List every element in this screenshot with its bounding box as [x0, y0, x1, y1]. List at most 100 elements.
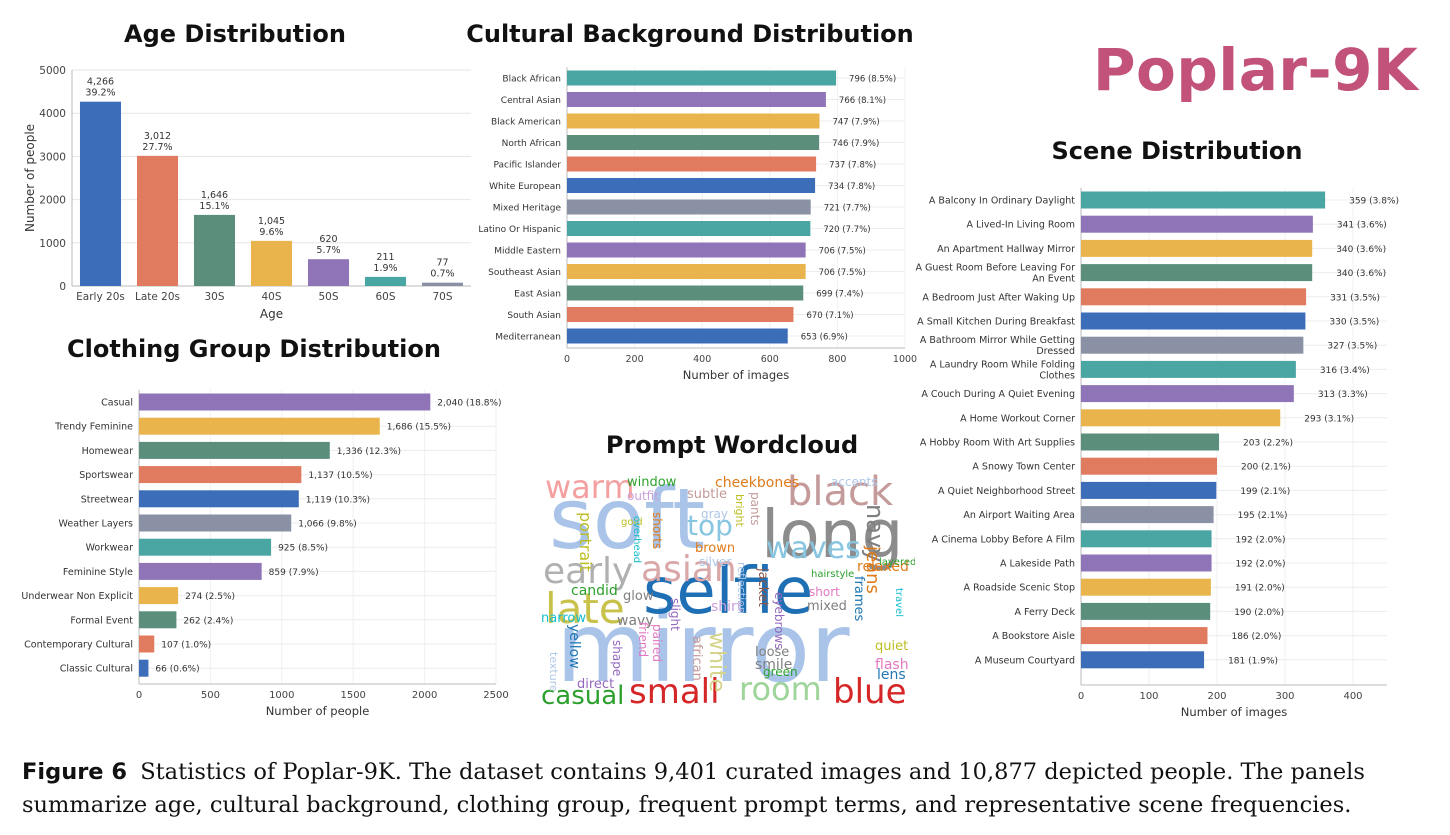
wordcloud-word: direct — [577, 677, 615, 692]
age-bar-1 — [136, 155, 179, 286]
scene-bar-value-label: 191 (2.0%) — [1235, 584, 1285, 594]
scene-bar-15 — [1081, 554, 1212, 572]
wordcloud-word: texture — [547, 652, 560, 692]
culture-category-label: Mediterranean — [495, 333, 561, 343]
scene-bar-value-label: 293 (3.1%) — [1304, 414, 1354, 424]
culture-bar-value-label: 721 (7.7%) — [824, 204, 871, 214]
wordcloud-word: glow — [623, 589, 654, 604]
scene-category-label: A Guest Room Before Leaving For An Event — [915, 263, 1075, 285]
wordcloud-word: pants — [748, 492, 762, 526]
age-x-tick-label: 60S — [375, 291, 395, 303]
scene-bar-value-label: 331 (3.5%) — [1330, 293, 1380, 303]
culture-bar-11 — [567, 307, 794, 322]
scene-category-label: A Lakeside Path — [1000, 559, 1075, 570]
wordcloud-title: Prompt Wordcloud — [605, 431, 859, 459]
culture-category-label: East Asian — [514, 290, 561, 300]
clothing-bar-value-label: 1,119 (10.3%) — [306, 495, 370, 505]
scene-bar-value-label: 195 (2.1%) — [1238, 511, 1288, 521]
scene-bar-8 — [1081, 385, 1294, 403]
age-bar-percent-label: 27.7% — [142, 142, 172, 153]
wordcloud-word: relaxed — [857, 559, 909, 575]
wordcloud-word: mirror — [556, 592, 850, 704]
clothing-bar-value-label: 66 (0.6%) — [155, 665, 199, 675]
clothing-bar-value-label: 274 (2.5%) — [185, 592, 235, 602]
age-x-axis-label: Age — [260, 307, 283, 321]
age-bar-0 — [79, 101, 122, 286]
scene-category-label: A Laundry Room While Folding Clothes — [930, 359, 1075, 381]
scene-bar-value-label: 313 (3.3%) — [1318, 390, 1368, 400]
culture-bar-3 — [567, 135, 820, 150]
wordcloud-word: portrait — [576, 512, 595, 572]
culture-bar-value-label: 734 (7.8%) — [828, 182, 875, 192]
age-bar-5 — [364, 276, 407, 286]
culture-bar-7 — [567, 221, 811, 236]
age-bar-4 — [307, 259, 350, 286]
clothing-bar-value-label: 107 (1.0%) — [161, 641, 211, 651]
wordcloud-word: silver — [699, 555, 732, 569]
culture-category-label: Mixed Heritage — [493, 204, 562, 214]
scene-x-tick-label: 100 — [1139, 691, 1158, 702]
scene-bar-value-label: 190 (2.0%) — [1234, 608, 1284, 618]
age-bar-percent-label: 15.1% — [199, 201, 229, 212]
wordcloud-word: window — [627, 475, 677, 490]
wordcloud-word: accents — [831, 475, 878, 489]
scene-bar-2 — [1081, 239, 1313, 257]
wordcloud-word: gold — [621, 517, 643, 528]
wordcloud-word: layered — [879, 557, 915, 568]
scene-category-label: A Quiet Neighborhood Street — [938, 486, 1075, 497]
scene-category-label-line: An Event — [1032, 274, 1075, 285]
scene-category-label: A Roadside Scenic Stop — [964, 583, 1075, 594]
wordcloud-word: jacket — [755, 568, 770, 607]
culture-bar-12 — [567, 328, 788, 344]
clothing-bar-3 — [139, 466, 302, 484]
scene-category-label-line: A Laundry Room While Folding — [930, 359, 1075, 370]
scene-bar-0 — [1081, 191, 1326, 209]
wordcloud-word: shape — [610, 640, 624, 677]
clothing-bar-value-label: 1,336 (12.3%) — [337, 447, 401, 457]
culture-x-tick-label: 1000 — [893, 354, 917, 365]
age-bar-percent-label: 9.6% — [259, 227, 283, 238]
age-y-tick-label: 0 — [59, 281, 66, 293]
wordcloud-word: candid — [571, 583, 618, 599]
scene-bar-1 — [1081, 215, 1313, 233]
age-y-tick-label: 4000 — [39, 108, 66, 120]
wordcloud-word: yellow — [566, 624, 582, 669]
clothing-category-label: Streetwear — [81, 494, 133, 505]
wordcloud-word: casual — [541, 681, 625, 708]
wordcloud-word: small — [629, 672, 720, 708]
scene-category-label: A Museum Courtyard — [975, 655, 1075, 666]
wordcloud-word: reflection — [735, 562, 748, 614]
age-x-tick-label: 50S — [318, 291, 338, 303]
clothing-category-label: Classic Cultural — [60, 664, 133, 675]
age-bar-percent-label: 1.9% — [373, 263, 397, 274]
figure-caption-text: Statistics of Poplar-9K. The dataset con… — [22, 759, 1365, 818]
clothing-bar-10 — [139, 635, 155, 653]
scene-bar-4 — [1081, 288, 1307, 306]
wordcloud-word: asian — [641, 549, 737, 590]
clothing-bar-value-label: 1,066 (9.8%) — [298, 520, 357, 530]
clothing-bar-7 — [139, 562, 262, 580]
age-bar-count-label: 211 — [376, 252, 394, 263]
scene-bar-17 — [1081, 602, 1211, 620]
age-bar-6 — [421, 282, 464, 286]
culture-x-tick-label: 0 — [564, 354, 570, 365]
scene-bar-value-label: 199 (2.1%) — [1240, 487, 1290, 497]
wordcloud-word: cheekbones — [715, 475, 800, 491]
culture-bar-value-label: 747 (7.9%) — [832, 118, 879, 128]
clothing-bar-8 — [139, 587, 179, 605]
wordcloud-word: shirt — [711, 599, 743, 615]
wordcloud-word: eyebrows — [772, 592, 786, 650]
age-bar-percent-label: 5.7% — [316, 245, 340, 256]
scene-bar-10 — [1081, 433, 1220, 451]
wordcloud-word: late — [545, 584, 625, 633]
age-y-tick-label: 3000 — [39, 151, 66, 163]
age-x-tick-label: 40S — [261, 291, 281, 303]
clothing-x-tick-label: 1000 — [269, 690, 294, 701]
clothing-bar-4 — [139, 490, 299, 508]
wordcloud-word: shorts — [650, 512, 664, 550]
wordcloud-word: african — [689, 636, 704, 681]
scene-category-label-line: Dressed — [1036, 346, 1075, 357]
prompt-wordcloud: soft long mirror selfie early asian late warm bl… — [541, 472, 915, 708]
culture-bar-value-label: 670 (7.1%) — [806, 311, 853, 321]
age-chart-title: Age Distribution — [124, 20, 346, 48]
